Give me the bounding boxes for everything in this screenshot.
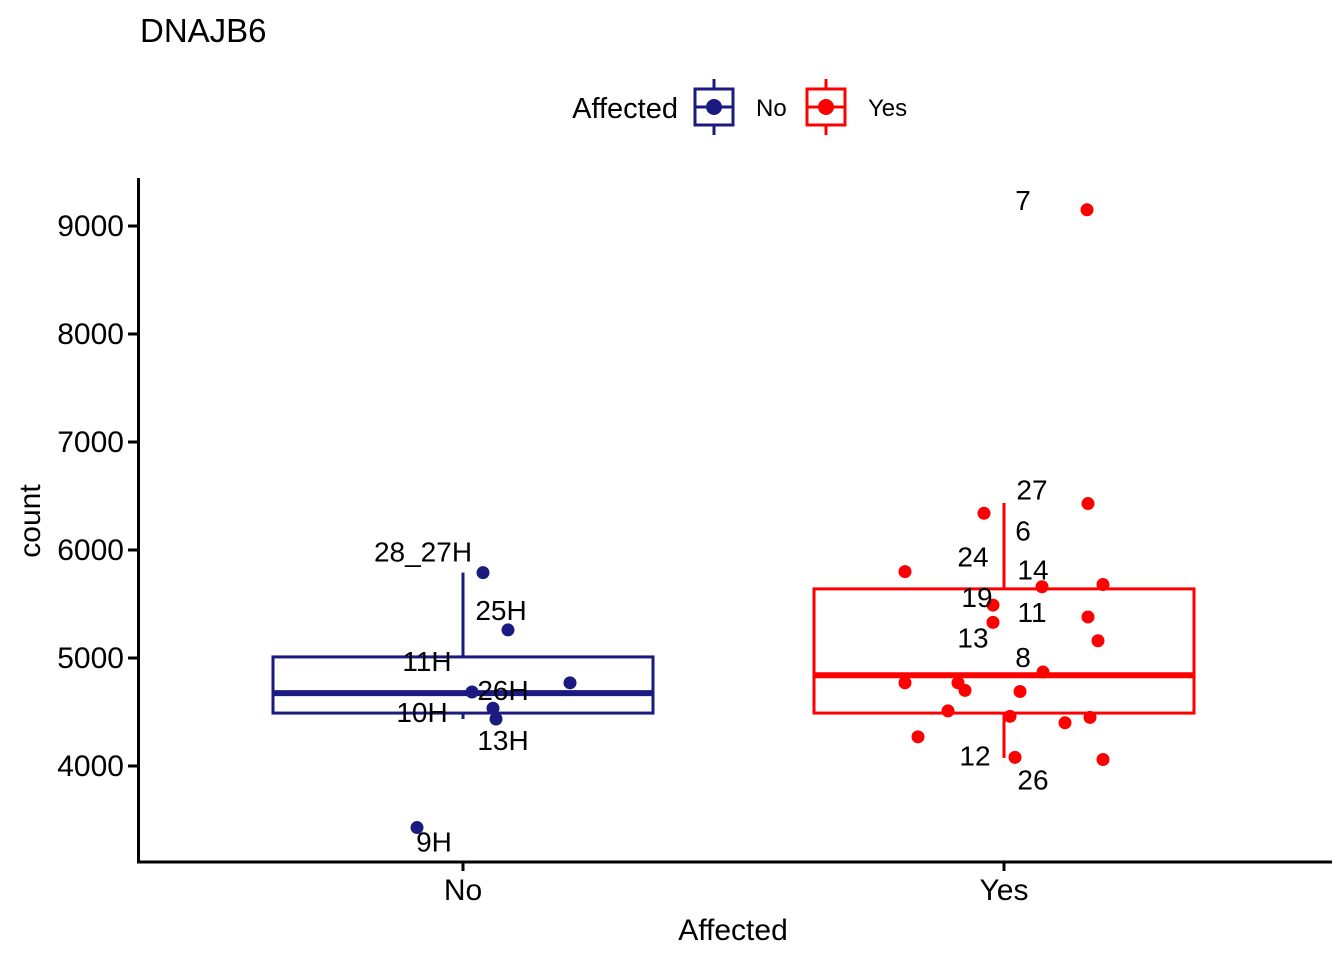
data-point-no [563, 676, 577, 690]
data-point-yes [941, 704, 955, 718]
legend-key-yes-icon [805, 79, 847, 135]
data-point-yes [1081, 610, 1095, 624]
x-tick-label: No [444, 874, 482, 907]
box-yes [812, 587, 1196, 715]
data-point-yes [898, 565, 912, 579]
legend: Affected No Yes [572, 79, 907, 135]
data-point-no [501, 623, 515, 637]
y-tick-label: 7000 [57, 426, 124, 459]
data-point-yes [1091, 634, 1105, 648]
box-no [271, 655, 655, 715]
point-label-yes: 8 [1015, 642, 1031, 673]
point-label-no: 11H [402, 646, 451, 677]
data-point-yes [1036, 665, 1050, 679]
legend-key-no-icon [693, 79, 735, 135]
data-point-yes [1083, 710, 1097, 724]
y-tick-label: 8000 [57, 318, 124, 351]
point-label-no: 28_27H [374, 537, 472, 568]
data-point-no [489, 712, 503, 726]
data-point-yes [1081, 497, 1095, 511]
chart-title: DNAJB6 [140, 12, 267, 49]
x-tick-label: Yes [980, 874, 1029, 907]
legend-label-no: No [756, 95, 787, 122]
data-point-yes [1008, 750, 1022, 764]
data-point-yes [1096, 578, 1110, 592]
data-point-yes [986, 598, 1000, 612]
legend-title: Affected [572, 93, 678, 125]
point-label-yes: 13 [957, 622, 988, 653]
data-point-no [486, 701, 500, 715]
y-tick-label: 6000 [57, 534, 124, 567]
data-point-yes [1035, 580, 1049, 594]
point-label-yes: 7 [1015, 185, 1031, 216]
point-label-no: 13H [477, 725, 528, 756]
data-point-yes [1096, 753, 1110, 767]
y-tick-label: 5000 [57, 642, 124, 675]
point-label-no: 9H [416, 827, 452, 858]
data-point-no [476, 566, 490, 580]
data-point-yes [1003, 709, 1017, 723]
data-point-yes [1080, 203, 1094, 217]
data-point-yes [1058, 716, 1072, 730]
point-label-yes: 19 [961, 582, 992, 613]
data-point-yes [986, 615, 1000, 629]
point-label-yes: 6 [1015, 515, 1031, 546]
x-axis-ticks: No Yes [444, 862, 1029, 907]
data-point-yes [898, 676, 912, 690]
legend-label-yes: Yes [868, 95, 907, 122]
point-label-yes: 11 [1017, 597, 1046, 628]
point-label-yes: 26 [1017, 765, 1048, 796]
data-point-no [410, 821, 424, 835]
x-axis-title: Affected [678, 914, 788, 947]
point-label-no: 25H [475, 595, 526, 626]
data-point-yes [1013, 684, 1027, 698]
point-label-no: 26H [477, 675, 528, 706]
boxplots [271, 503, 1196, 758]
data-points [410, 203, 1110, 835]
data-point-no [465, 685, 479, 699]
point-label-no: 10H [396, 697, 447, 728]
y-axis-ticks: 4000 5000 6000 7000 8000 9000 [57, 210, 138, 783]
data-point-yes [977, 506, 991, 520]
y-tick-label: 9000 [57, 210, 124, 243]
point-label-yes: 12 [959, 740, 990, 771]
y-axis-title: count [14, 484, 47, 558]
point-label-yes: 27 [1016, 475, 1047, 506]
point-label-yes: 14 [1017, 555, 1048, 586]
data-point-yes [958, 683, 972, 697]
point-label-yes: 24 [957, 542, 988, 573]
data-point-yes [911, 730, 925, 744]
y-tick-label: 4000 [57, 750, 124, 783]
